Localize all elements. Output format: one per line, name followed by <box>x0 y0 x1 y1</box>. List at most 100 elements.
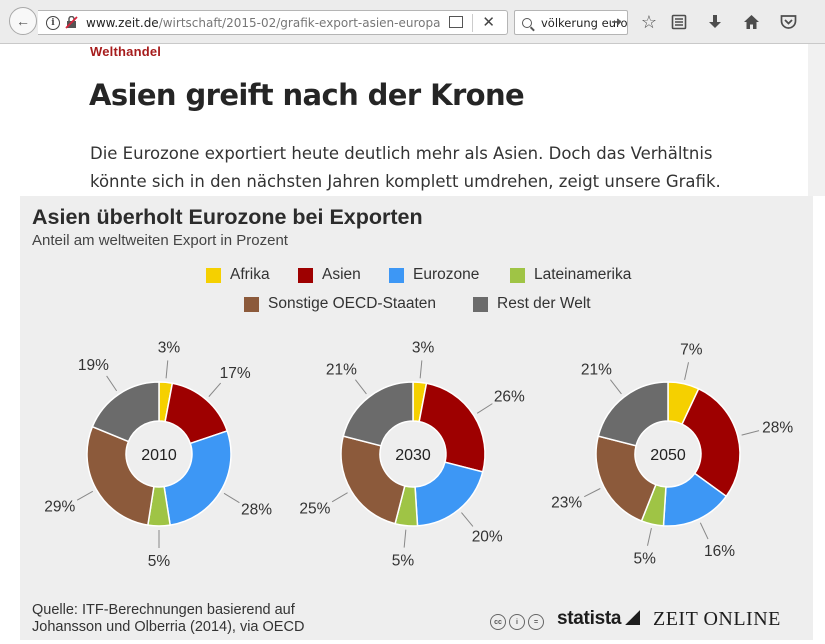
mixed-content-icon[interactable] <box>65 15 78 29</box>
data-label: 5% <box>392 553 415 570</box>
data-label: 28% <box>762 419 793 436</box>
legend-item-sonstige-oecd: Sonstige OECD-Staaten <box>244 295 436 313</box>
legend-item-lateinamerika: Lateinamerika <box>510 266 631 284</box>
donut-slice-2030-rest-der-welt <box>342 381 414 447</box>
cc-icon[interactable]: cc <box>490 614 506 630</box>
data-label: 28% <box>241 501 272 518</box>
leader-line <box>647 528 652 546</box>
legend-swatch <box>510 267 525 283</box>
legend-item-asien: Asien <box>298 266 361 284</box>
url-bar[interactable]: i www.zeit.de/wirtschaft/2015-02/grafik-… <box>38 10 508 35</box>
leader-line <box>609 379 622 395</box>
search-input[interactable]: völkerung euro <box>541 15 628 30</box>
data-label: 21% <box>326 361 357 378</box>
back-button[interactable]: ← <box>9 7 37 35</box>
legend-label: Rest der Welt <box>497 295 591 312</box>
legend-swatch <box>244 296 259 312</box>
nd-icon[interactable]: = <box>528 614 544 630</box>
download-icon[interactable] <box>704 11 726 33</box>
data-label: 3% <box>412 339 435 356</box>
license-icons[interactable]: cc i = <box>490 614 544 630</box>
data-label: 5% <box>148 553 171 570</box>
leader-line <box>354 379 367 395</box>
star-bookmark-icon[interactable]: ☆ <box>640 11 658 32</box>
leader-line <box>76 490 94 501</box>
leader-line <box>684 362 689 380</box>
statista-logo[interactable]: statista <box>557 608 641 630</box>
url-separator <box>472 14 473 32</box>
leader-line <box>208 382 222 397</box>
data-label: 17% <box>220 365 251 382</box>
zeit-online-logo[interactable]: ZEIT ONLINE <box>653 608 781 630</box>
statista-brand: statista <box>557 608 622 629</box>
by-icon[interactable]: i <box>509 614 525 630</box>
legend-label: Eurozone <box>413 266 480 283</box>
article-headline: Asien greift nach der Krone <box>89 78 525 112</box>
chart-source: Quelle: ITF-Berechnungen basierend auf J… <box>32 602 305 635</box>
donut-slice-2010-rest-der-welt <box>91 381 160 443</box>
reader-view-icon[interactable] <box>449 16 463 28</box>
legend-swatch <box>389 267 404 283</box>
leader-line <box>419 360 423 379</box>
leader-line <box>461 512 474 527</box>
url-path: /wirtschaft/2015-02/grafik-export-asien-… <box>158 15 441 30</box>
browser-toolbar: ← i www.zeit.de/wirtschaft/2015-02/grafi… <box>0 0 825 44</box>
donut-year-label: 2010 <box>141 447 177 464</box>
article-lead: Die Eurozone exportiert heute deutlich m… <box>90 144 721 191</box>
donut-slice-2050-sonstige-oecd-staaten <box>595 435 657 522</box>
donut-slice-2030-eurozone <box>414 461 484 527</box>
data-label: 23% <box>551 495 582 512</box>
data-label: 25% <box>299 500 330 517</box>
legend-label: Asien <box>322 266 361 283</box>
donut-slice-2030-asien <box>418 382 486 473</box>
leader-line <box>165 360 169 379</box>
donut-year-label: 2050 <box>650 447 686 464</box>
data-label: 5% <box>633 550 656 567</box>
data-label: 29% <box>44 499 75 516</box>
arrow-right-icon[interactable]: ➜ <box>611 14 622 29</box>
leader-line <box>476 403 493 414</box>
donut-slice-2010-sonstige-oecd-staaten <box>86 425 155 526</box>
leader-line <box>106 375 118 392</box>
leader-line <box>331 492 348 503</box>
data-label: 3% <box>158 339 181 356</box>
search-bar[interactable]: völkerung euro ➜ <box>514 10 628 35</box>
leader-line <box>403 529 407 548</box>
donut-charts: 3% 17% 28% 5% 29% 19% 2010 3% 26% 20% 5% 25% 21% 2030… <box>44 339 793 570</box>
statista-mark-icon <box>625 610 641 625</box>
url-text[interactable]: www.zeit.de/wirtschaft/2015-02/grafik-ex… <box>86 16 440 30</box>
data-label: 20% <box>472 528 503 545</box>
page-margin <box>808 44 825 196</box>
url-host: www.zeit.de <box>86 15 159 30</box>
chart: Asien überholt Eurozone bei Exporten Ant… <box>20 196 813 640</box>
data-label: 21% <box>581 361 612 378</box>
data-label: 19% <box>78 357 109 374</box>
legend-label: Afrika <box>230 266 270 283</box>
close-icon[interactable]: ✕ <box>482 14 495 31</box>
search-icon <box>522 17 532 28</box>
data-label: 7% <box>680 342 703 359</box>
legend-item-eurozone: Eurozone <box>389 266 479 284</box>
home-icon[interactable] <box>740 11 762 33</box>
leader-line <box>699 522 709 540</box>
bookmarks-list-icon[interactable] <box>668 11 690 33</box>
legend-label: Sonstige OECD-Staaten <box>268 295 437 312</box>
donut-slice-2030-sonstige-oecd-staaten <box>340 435 406 525</box>
chart-title: Asien überholt Eurozone bei Exporten <box>32 205 423 229</box>
donut-slice-2050-asien <box>681 387 741 498</box>
leader-line <box>584 488 601 498</box>
legend-swatch <box>206 267 221 283</box>
donut-slice-2010-eurozone <box>163 429 232 526</box>
back-arrow-icon: ← <box>16 13 30 29</box>
leader-line <box>741 430 760 436</box>
pocket-icon[interactable] <box>777 11 799 33</box>
data-label: 16% <box>704 543 735 560</box>
article-rubric[interactable]: Welthandel <box>90 44 162 59</box>
legend-label: Lateinamerika <box>534 266 632 283</box>
chart-subtitle: Anteil am weltweiten Export in Prozent <box>32 232 288 249</box>
legend-item-rest-der-welt: Rest der Welt <box>473 295 591 313</box>
data-label: 26% <box>494 389 525 406</box>
legend-swatch <box>298 267 313 283</box>
legend-swatch <box>473 296 488 312</box>
site-info-icon[interactable]: i <box>46 15 60 30</box>
